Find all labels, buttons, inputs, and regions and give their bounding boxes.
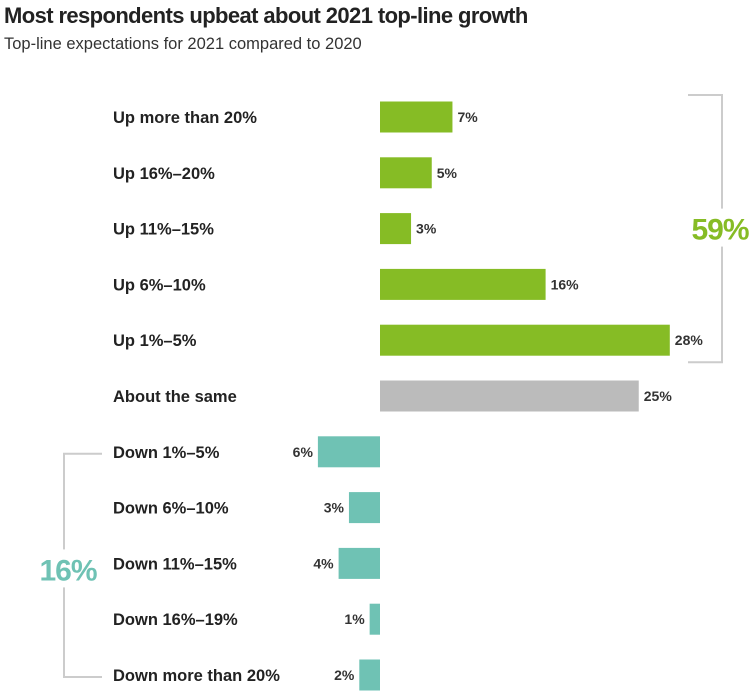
bracket-label-bg [690, 208, 750, 247]
bar-up [380, 268, 546, 300]
bar-up [380, 213, 412, 245]
value-label: 3% [324, 500, 345, 516]
category-label: Up 11%–15% [113, 221, 214, 239]
chart-subtitle: Top-line expectations for 2021 compared … [4, 35, 362, 53]
bracket-label-bg [36, 549, 96, 588]
total-up-label: 59% [691, 214, 748, 247]
bar-down [338, 547, 380, 579]
bar-down [359, 659, 380, 691]
category-label: Down 6%–10% [113, 500, 229, 518]
category-label: Up 6%–10% [113, 276, 206, 294]
bar-same [380, 380, 639, 412]
chart-title: Most respondents upbeat about 2021 top-l… [4, 3, 528, 28]
category-label: Up more than 20% [113, 109, 257, 127]
category-label: Down 1%–5% [113, 444, 220, 462]
value-label: 3% [416, 221, 437, 237]
value-label: 16% [551, 276, 580, 292]
value-label: 25% [644, 388, 673, 404]
bar-up [380, 324, 670, 356]
value-label: 4% [313, 555, 334, 571]
value-label: 6% [293, 444, 314, 460]
bar-up [380, 157, 432, 189]
category-label: Down 11%–15% [113, 555, 237, 573]
bar-down [369, 603, 380, 635]
bar-up [380, 101, 453, 133]
bar-down [317, 436, 380, 468]
total-down-label: 16% [39, 554, 96, 587]
value-label: 5% [437, 165, 458, 181]
category-label: Down more than 20% [113, 667, 280, 685]
category-label: Up 16%–20% [113, 165, 215, 183]
category-label: About the same [113, 388, 237, 406]
value-label: 7% [457, 109, 478, 125]
bar-down [348, 492, 380, 524]
value-label: 1% [344, 611, 365, 627]
value-label: 28% [675, 332, 704, 348]
value-label: 2% [334, 667, 355, 683]
category-label: Up 1%–5% [113, 332, 197, 350]
category-label: Down 16%–19% [113, 611, 238, 629]
